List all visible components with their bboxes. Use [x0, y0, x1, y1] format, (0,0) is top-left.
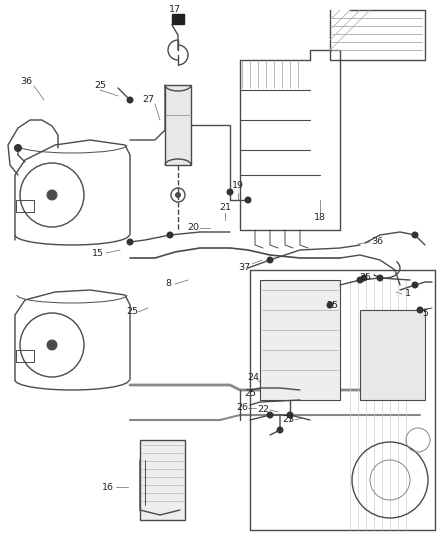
Circle shape [166, 231, 173, 238]
Text: 36: 36 [20, 77, 32, 86]
Text: 25: 25 [359, 272, 371, 281]
Circle shape [175, 192, 181, 198]
Text: 17: 17 [169, 5, 181, 14]
Circle shape [360, 274, 367, 281]
Circle shape [244, 197, 251, 204]
Text: 18: 18 [314, 214, 326, 222]
Circle shape [286, 411, 293, 418]
Text: 21: 21 [219, 203, 231, 212]
Text: 27: 27 [142, 95, 154, 104]
Text: 25: 25 [244, 390, 256, 399]
Text: 1: 1 [405, 289, 411, 298]
Bar [360, 310, 425, 400]
Circle shape [276, 426, 283, 433]
Text: 24: 24 [247, 373, 259, 382]
Text: 25: 25 [326, 301, 338, 310]
Text: 36: 36 [371, 238, 383, 246]
Circle shape [411, 231, 418, 238]
Text: 25: 25 [126, 308, 138, 317]
Circle shape [127, 238, 134, 246]
Text: 15: 15 [92, 248, 104, 257]
Text: 37: 37 [238, 263, 250, 272]
Circle shape [411, 281, 418, 288]
Circle shape [47, 190, 57, 200]
Text: 22: 22 [257, 406, 269, 415]
Bar [165, 85, 191, 165]
Circle shape [226, 189, 233, 196]
Bar [16, 350, 34, 362]
Text: 20: 20 [187, 223, 199, 232]
Bar [172, 14, 184, 24]
Text: 5: 5 [422, 310, 428, 319]
Bar [16, 200, 34, 212]
Circle shape [357, 277, 364, 284]
Bar [140, 440, 185, 520]
Text: 16: 16 [102, 482, 114, 491]
Circle shape [377, 274, 384, 281]
Circle shape [266, 256, 273, 263]
Circle shape [417, 306, 424, 313]
Text: 25: 25 [94, 82, 106, 91]
Circle shape [14, 144, 22, 152]
Text: 8: 8 [165, 279, 171, 288]
Text: 23: 23 [282, 416, 294, 424]
Circle shape [326, 302, 333, 309]
Circle shape [47, 340, 57, 350]
Text: 26: 26 [236, 403, 248, 413]
Text: 19: 19 [232, 182, 244, 190]
Circle shape [127, 96, 134, 103]
Bar [172, 14, 184, 24]
Bar [260, 280, 340, 400]
Circle shape [266, 411, 273, 418]
